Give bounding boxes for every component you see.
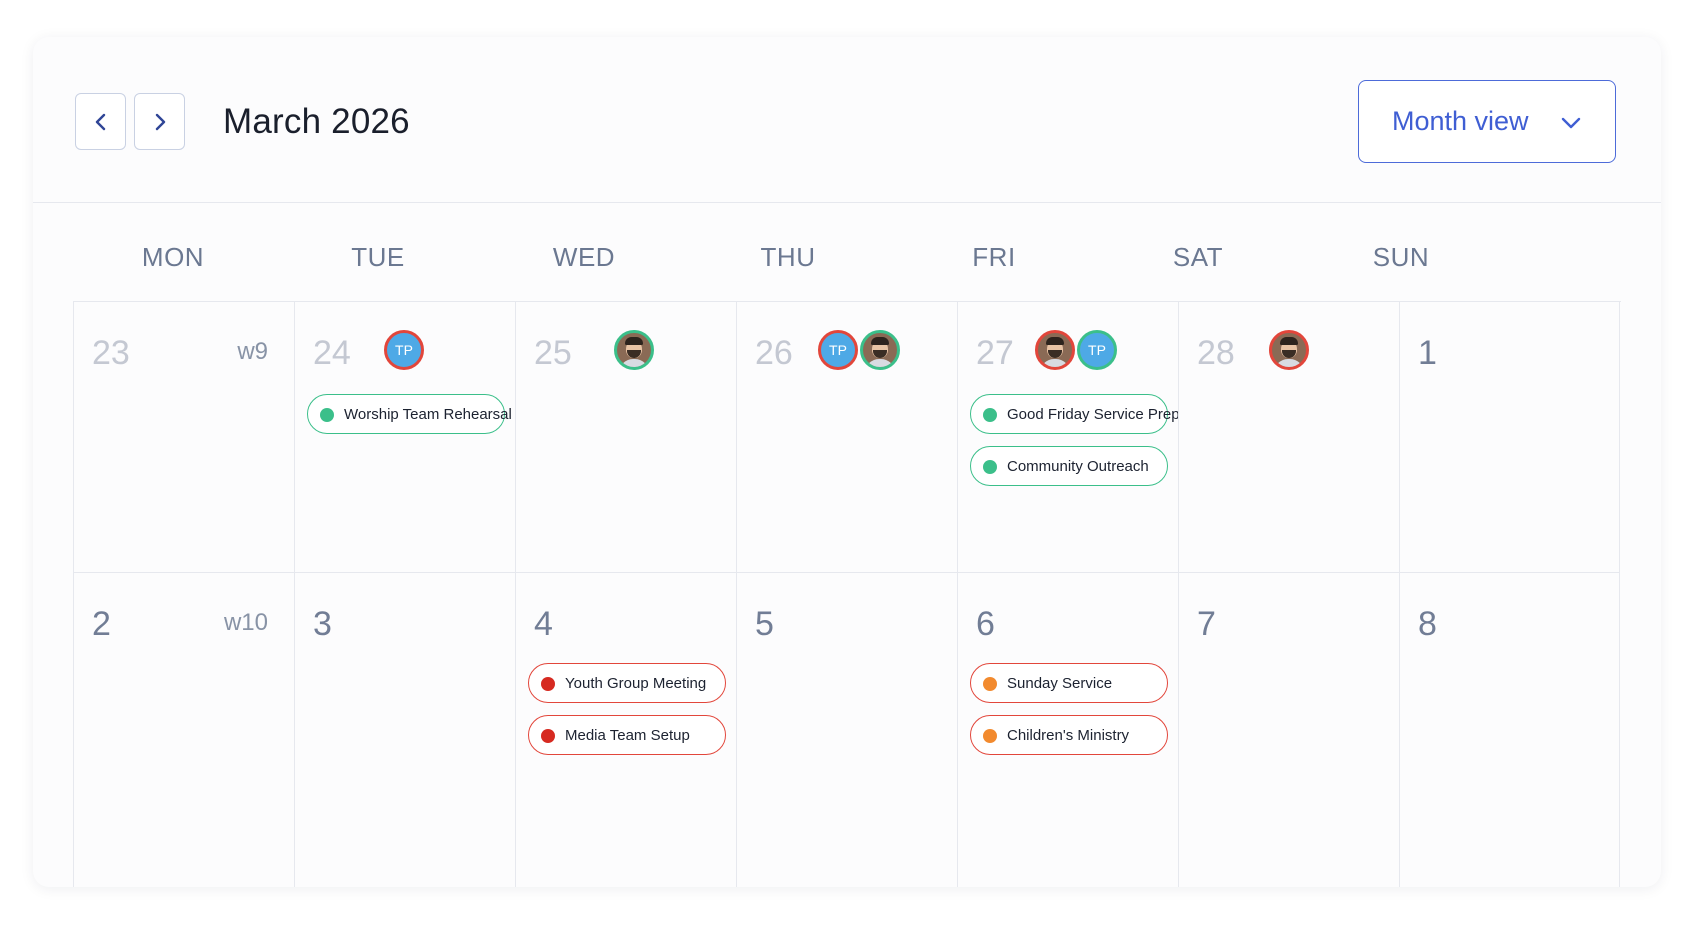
avatar-photo-shape xyxy=(619,359,649,367)
event-label: Community Outreach xyxy=(1007,457,1149,475)
day-cell[interactable]: 23 w9 xyxy=(73,302,294,573)
day-number: 7 xyxy=(1197,605,1216,643)
avatar-photo-shape xyxy=(1274,359,1304,367)
event-dot xyxy=(983,460,997,474)
event-label: Sunday Service xyxy=(1007,674,1113,692)
event-label: Good Friday Service Prep xyxy=(1007,405,1180,423)
day-number: 1 xyxy=(1418,334,1437,372)
dow-thu: THU xyxy=(760,242,816,272)
event-chip[interactable]: Good Friday Service Prep xyxy=(970,394,1180,434)
day-number: 5 xyxy=(755,605,774,643)
avatar[interactable] xyxy=(614,330,654,370)
dow-sat: SAT xyxy=(1172,242,1224,272)
day-cell[interactable]: 7 xyxy=(1178,573,1399,887)
event-label: Children's Ministry xyxy=(1007,726,1130,744)
next-month-button[interactable] xyxy=(134,93,185,150)
event-chip[interactable]: Worship Team Rehearsal xyxy=(307,394,512,434)
avatar[interactable] xyxy=(860,330,900,370)
avatar-group: TP xyxy=(818,330,900,370)
month-grid: 23 w9 24 TP Worship Team Rehearsal 25 xyxy=(73,301,1621,887)
avatar[interactable]: TP xyxy=(384,330,424,370)
event-dot xyxy=(983,677,997,691)
avatar-photo-shape xyxy=(1040,359,1070,367)
dow-fri: FRI xyxy=(972,242,1016,272)
avatar-group: TP xyxy=(384,330,424,370)
event-chip[interactable]: Community Outreach xyxy=(970,446,1168,486)
avatar-photo-shape xyxy=(1282,350,1296,358)
day-number: 25 xyxy=(534,334,572,372)
day-number: 23 xyxy=(92,334,130,372)
avatar-group xyxy=(1269,330,1309,370)
day-number: 3 xyxy=(313,605,332,643)
avatar-group xyxy=(614,330,654,370)
prev-month-button[interactable] xyxy=(75,93,126,150)
day-number: 24 xyxy=(313,334,351,372)
day-number: 28 xyxy=(1197,334,1235,372)
event-chip[interactable]: Youth Group Meeting xyxy=(528,663,726,703)
calendar-card: March 2026 Month view MON TUE WED THU FR… xyxy=(33,37,1661,887)
month-title: March 2026 xyxy=(223,102,410,141)
avatar-photo-shape xyxy=(1046,337,1064,345)
day-cell[interactable]: 28 xyxy=(1178,302,1399,573)
event-dot xyxy=(983,408,997,422)
day-cell[interactable]: 2 w10 xyxy=(73,573,294,887)
day-cell[interactable]: 26 TP xyxy=(736,302,957,573)
avatar-group: TP xyxy=(1035,330,1117,370)
week-number-label: w9 xyxy=(237,338,268,365)
dow-tue: TUE xyxy=(351,242,405,272)
avatar-initials: TP xyxy=(395,342,413,358)
event-dot xyxy=(320,408,334,422)
avatar-photo-shape xyxy=(871,337,889,345)
view-select-label: Month view xyxy=(1392,106,1529,136)
day-number: 4 xyxy=(534,605,553,643)
avatar[interactable]: TP xyxy=(818,330,858,370)
event-chip[interactable]: Sunday Service xyxy=(970,663,1168,703)
dow-sun: SUN xyxy=(1372,242,1430,272)
day-cell[interactable]: 27 TP Good Friday Service Prep xyxy=(957,302,1180,573)
day-number: 8 xyxy=(1418,605,1437,643)
day-cell[interactable]: 25 xyxy=(515,302,736,573)
chevron-down-icon xyxy=(1561,117,1581,129)
avatar-photo-shape xyxy=(1048,350,1062,358)
day-cell[interactable]: 5 xyxy=(736,573,957,887)
day-cell[interactable]: 1 xyxy=(1399,302,1620,573)
avatar-photo-shape xyxy=(873,350,887,358)
avatar[interactable] xyxy=(1269,330,1309,370)
day-number: 26 xyxy=(755,334,793,372)
day-cell[interactable]: 3 xyxy=(294,573,515,887)
avatar[interactable] xyxy=(1035,330,1075,370)
chevron-left-icon xyxy=(95,113,105,130)
day-cell[interactable]: 4 Youth Group Meeting Media Team Setup xyxy=(515,573,736,887)
event-dot xyxy=(541,677,555,691)
event-dot xyxy=(541,729,555,743)
day-cell[interactable]: 6 Sunday Service Children's Ministry xyxy=(957,573,1178,887)
calendar-header: March 2026 Month view xyxy=(33,37,1661,203)
event-chip[interactable]: Media Team Setup xyxy=(528,715,726,755)
day-cell[interactable]: 24 TP Worship Team Rehearsal xyxy=(294,302,515,573)
avatar-photo-shape xyxy=(625,337,643,345)
event-chip[interactable]: Children's Ministry xyxy=(970,715,1168,755)
day-number: 2 xyxy=(92,605,111,643)
day-cell[interactable]: 8 xyxy=(1399,573,1620,887)
day-number: 6 xyxy=(976,605,995,643)
dow-wed: WED xyxy=(552,242,616,272)
avatar-photo-shape xyxy=(1280,337,1298,345)
week-number-label: w10 xyxy=(223,609,268,636)
avatar-photo-shape xyxy=(865,359,895,367)
avatar[interactable]: TP xyxy=(1077,330,1117,370)
chevron-right-icon xyxy=(155,113,165,130)
avatar-initials: TP xyxy=(829,342,847,358)
dow-mon: MON xyxy=(141,242,205,272)
avatar-initials: TP xyxy=(1088,342,1106,358)
avatar-photo-shape xyxy=(627,350,641,358)
view-select-dropdown[interactable]: Month view xyxy=(1358,80,1616,163)
event-label: Youth Group Meeting xyxy=(565,674,707,692)
event-label: Worship Team Rehearsal xyxy=(344,405,512,423)
event-label: Media Team Setup xyxy=(565,726,690,744)
event-dot xyxy=(983,729,997,743)
day-number: 27 xyxy=(976,334,1014,372)
